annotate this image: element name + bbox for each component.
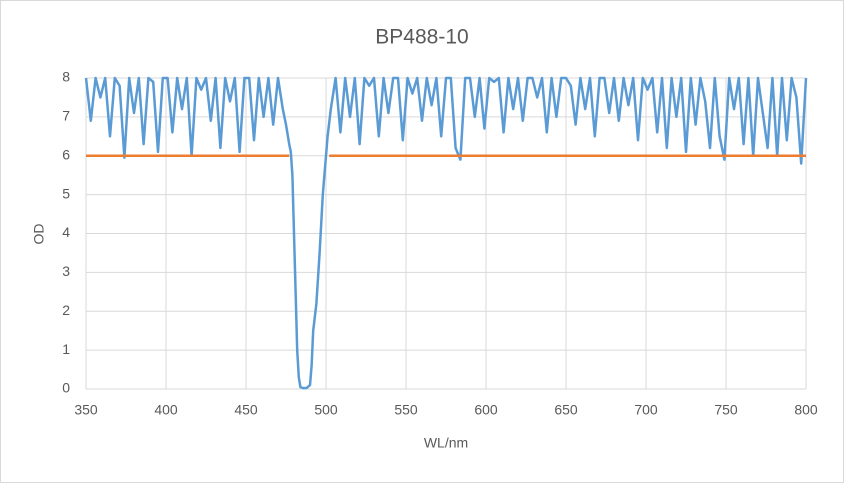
chart-title: BP488-10 <box>375 26 468 49</box>
y-tick-label: 0 <box>62 380 70 396</box>
x-tick-label: 400 <box>154 402 178 418</box>
x-tick-label: 600 <box>474 402 498 418</box>
x-tick-label: 350 <box>74 402 98 418</box>
x-tick-label: 550 <box>394 402 418 418</box>
y-tick-label: 2 <box>62 302 70 318</box>
y-tick-label: 6 <box>62 146 70 162</box>
y-tick-label: 4 <box>62 224 70 240</box>
y-tick-label: 3 <box>62 263 70 279</box>
x-tick-label: 650 <box>554 402 578 418</box>
x-tick-label: 750 <box>714 402 738 418</box>
x-axis-label: WL/nm <box>424 435 468 451</box>
x-tick-label: 500 <box>314 402 338 418</box>
y-tick-label: 5 <box>62 185 70 201</box>
data-line <box>84 76 808 390</box>
x-tick-label: 800 <box>794 402 818 418</box>
x-tick-label: 450 <box>234 402 258 418</box>
y-tick-label: 8 <box>62 69 70 85</box>
y-tick-label: 7 <box>62 108 70 124</box>
y-tick-label: 1 <box>62 341 70 357</box>
y-axis-label: OD <box>31 224 47 245</box>
x-tick-label: 700 <box>634 402 658 418</box>
